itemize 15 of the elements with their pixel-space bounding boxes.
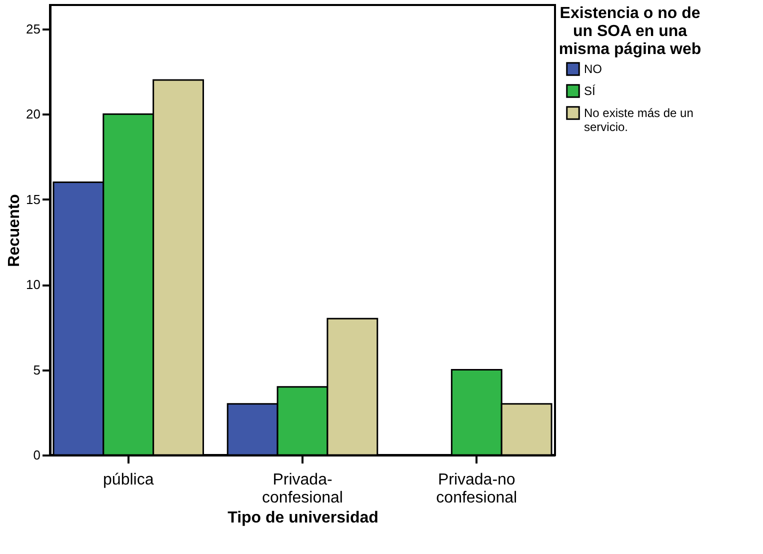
legend-label: No existe más de un servicio. (584, 106, 694, 134)
y-tick-label: 5 (33, 362, 40, 378)
y-tick-label: 20 (26, 106, 40, 122)
x-tick-label: pública (103, 472, 154, 488)
y-tick-label: 0 (33, 448, 40, 462)
x-tick-label: Privada-no confesional (436, 472, 518, 506)
x-tick-label: Privada-confesional (262, 472, 343, 506)
x-axis-title: Tipo de universidad (228, 510, 378, 526)
legend-title: Existencia o no de un SOA en una misma página web (558, 5, 702, 58)
legend-label: NO (584, 62, 602, 76)
y-tick-label: 25 (26, 21, 40, 36)
y-axis-title: Recuento (6, 194, 24, 267)
y-tick-label: 15 (26, 192, 40, 207)
legend-label: SÍ (584, 84, 596, 98)
y-tick-label: 10 (26, 277, 40, 292)
